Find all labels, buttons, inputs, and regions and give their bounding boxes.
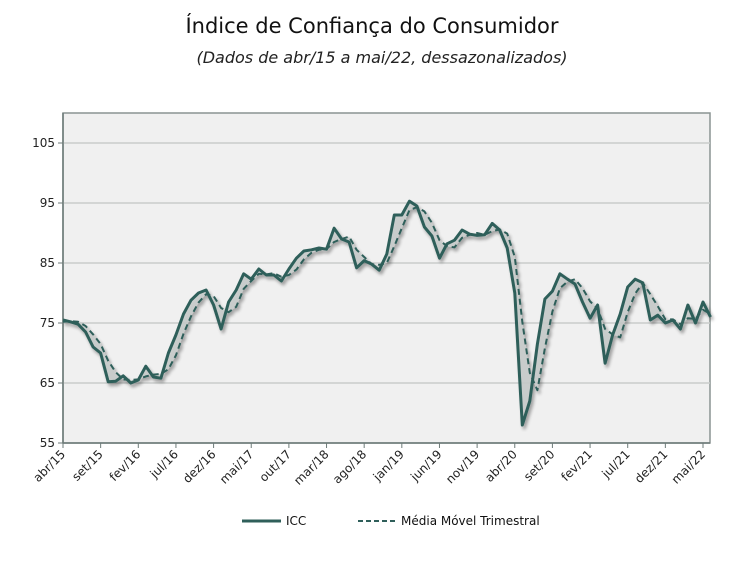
y-tick-label: 85	[40, 256, 55, 270]
x-tick-label: fev/21	[558, 447, 595, 484]
x-tick-label: mai/22	[669, 447, 708, 486]
plot-area	[62, 112, 711, 444]
chart-subtitle: (Dados de abr/15 a mai/22, dessazonaliza…	[196, 48, 568, 67]
x-tick-label: jul/21	[598, 447, 632, 481]
x-tick-label: dez/21	[632, 447, 671, 486]
x-tick-label: set/15	[69, 447, 106, 484]
y-axis: 55 65 75 85 95 105	[32, 113, 710, 450]
x-tick-label: jan/19	[370, 447, 407, 484]
legend-icc-label: ICC	[286, 514, 306, 528]
y-tick-label: 55	[40, 436, 55, 450]
x-tick-label: nov/19	[443, 447, 482, 486]
x-tick-label: jul/16	[147, 447, 181, 481]
x-tick-label: set/20	[521, 447, 558, 484]
series-group	[62, 199, 712, 427]
series-media-movel-line	[62, 206, 711, 392]
x-tick-label: abr/20	[482, 447, 520, 485]
x-tick-label: ago/18	[330, 447, 369, 486]
y-tick-label: 105	[32, 136, 55, 150]
x-tick-label: dez/16	[180, 447, 219, 486]
x-tick-label: mai/17	[217, 447, 256, 486]
y-tick-label: 65	[40, 376, 55, 390]
y-tick-label: 75	[40, 316, 55, 330]
legend-mm-label: Média Móvel Trimestral	[401, 514, 540, 528]
y-tick-label: 95	[40, 196, 55, 210]
legend: ICC Média Móvel Trimestral	[242, 514, 540, 528]
x-tick-label: jun/19	[407, 447, 444, 484]
series-band	[63, 201, 711, 425]
x-tick-label: out/17	[257, 447, 294, 484]
x-tick-label: abr/15	[30, 447, 68, 485]
x-tick-label: fev/16	[107, 447, 144, 484]
chart-title: Índice de Confiança do Consumidor	[185, 14, 559, 38]
x-tick-label: mar/18	[291, 447, 332, 488]
